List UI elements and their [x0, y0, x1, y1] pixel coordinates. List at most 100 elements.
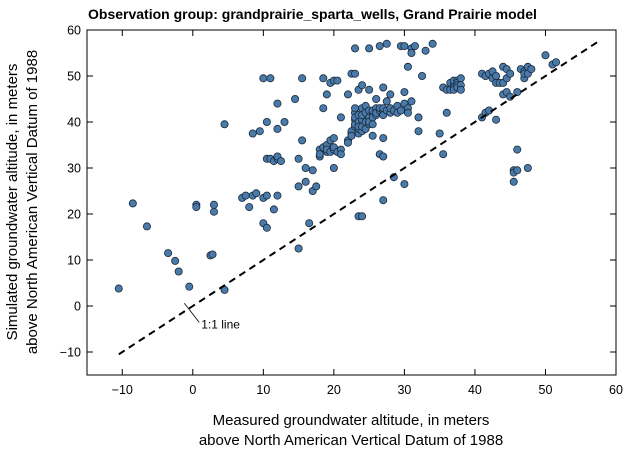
data-point [164, 249, 173, 258]
y-tick-label: 20 [67, 208, 81, 222]
data-point [368, 131, 377, 140]
data-point [192, 203, 201, 212]
data-point [506, 69, 515, 78]
data-point [492, 115, 501, 124]
data-point [456, 85, 465, 94]
data-point [414, 113, 423, 122]
data-point [509, 177, 518, 186]
data-point [379, 134, 388, 143]
data-point [273, 191, 282, 200]
data-point [523, 163, 532, 172]
data-point [418, 72, 427, 81]
x-axis: −10 0 10 20 30 40 50 60 [112, 30, 623, 397]
data-point [298, 136, 307, 145]
data-point [301, 177, 310, 186]
y-tick-label: −10 [60, 346, 81, 360]
data-point [410, 42, 419, 51]
data-point [403, 108, 412, 117]
data-point [319, 104, 328, 113]
data-point [329, 163, 338, 172]
data-point [276, 157, 285, 166]
data-point [322, 90, 331, 99]
data-point [343, 138, 352, 147]
x-tick-label: 40 [468, 383, 482, 397]
data-point [407, 49, 416, 58]
y-axis-label-line-2: above North American Vertical Datum of 1… [24, 50, 41, 354]
data-point [312, 182, 321, 191]
data-point [492, 72, 501, 81]
data-point [336, 113, 345, 122]
data-point [351, 104, 360, 113]
data-point [396, 106, 405, 115]
data-point [414, 127, 423, 136]
data-point [513, 145, 522, 154]
data-point [407, 97, 416, 106]
data-point [358, 81, 367, 90]
data-point [301, 163, 310, 172]
data-point [379, 196, 388, 205]
data-point [351, 69, 360, 78]
data-point [513, 166, 522, 175]
data-point [513, 88, 522, 97]
y-tick-label: 10 [67, 254, 81, 268]
y-tick-label: 50 [67, 70, 81, 84]
data-point [379, 152, 388, 161]
y-tick-label: 0 [74, 300, 81, 314]
data-point [347, 131, 356, 140]
data-point [527, 65, 536, 74]
data-point [273, 124, 282, 133]
x-tick-label: 20 [327, 383, 341, 397]
data-point [308, 166, 317, 175]
data-point [220, 120, 229, 129]
data-point [351, 44, 360, 53]
data-point [315, 150, 324, 159]
data-point [298, 74, 307, 83]
plot-frame [86, 29, 617, 376]
data-point [185, 282, 194, 291]
x-tick-label: 30 [397, 383, 411, 397]
annotation-leader-line [184, 302, 200, 323]
data-point [259, 74, 268, 83]
one-to-one-line-label: 1:1 line [201, 317, 240, 331]
data-point [368, 120, 377, 129]
data-point [379, 83, 388, 92]
y-tick-label: 60 [67, 24, 81, 38]
y-axis: −10 0 10 20 30 40 50 60 [60, 24, 616, 360]
x-tick-label: 50 [539, 383, 553, 397]
data-point [248, 129, 257, 138]
data-point [294, 154, 303, 163]
data-point [241, 191, 250, 200]
data-point [171, 256, 180, 265]
data-point [329, 134, 338, 143]
data-point [421, 46, 430, 55]
data-point [209, 207, 218, 216]
chart-title: Observation group: grandprairie_sparta_w… [88, 6, 537, 22]
y-axis-label-line-1: Simulated groundwater altitude, in meter… [4, 64, 21, 341]
x-axis-label-line-2: above North American Vertical Datum of 1… [199, 432, 503, 449]
data-point [428, 39, 437, 48]
data-point [382, 97, 391, 106]
data-point [174, 267, 183, 276]
data-point [372, 95, 381, 104]
x-tick-label: −10 [112, 383, 133, 397]
data-point [262, 223, 271, 232]
data-point [439, 150, 448, 159]
data-point [336, 150, 345, 159]
data-point [400, 42, 409, 51]
data-point [386, 90, 395, 99]
data-point [255, 127, 264, 136]
data-point [552, 58, 561, 67]
data-point [343, 90, 352, 99]
data-point [294, 182, 303, 191]
data-point [128, 199, 137, 208]
data-point [245, 203, 254, 212]
data-point [382, 39, 391, 48]
data-point [280, 118, 289, 127]
data-point [442, 108, 451, 117]
data-point [541, 51, 550, 60]
y-tick-label: 30 [67, 162, 81, 176]
data-point [266, 74, 275, 83]
data-point [400, 180, 409, 189]
data-point [114, 284, 123, 293]
